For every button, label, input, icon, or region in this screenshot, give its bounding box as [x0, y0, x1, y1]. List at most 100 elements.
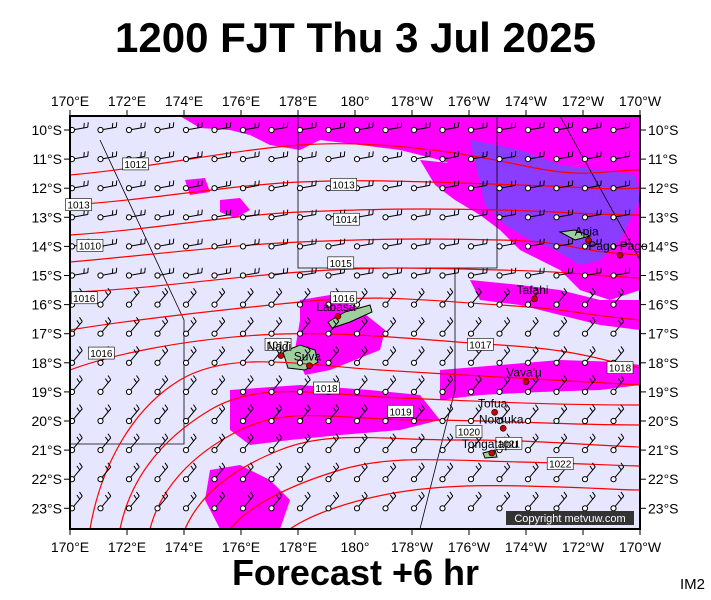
wind-barb: [268, 122, 289, 134]
wind-barb: [496, 375, 511, 395]
wind-barb: [581, 433, 596, 454]
wind-barb: [467, 238, 488, 250]
wind-barb: [553, 491, 568, 512]
svg-text:1015: 1015: [330, 259, 353, 270]
lat-label-left: 10°S: [31, 122, 62, 138]
wind-barb: [182, 122, 203, 134]
lat-label-right: 15°S: [648, 268, 679, 284]
wind-barb: [410, 267, 431, 279]
isobar-label: 1013: [330, 177, 357, 191]
wind-barb: [154, 433, 169, 454]
wind-barb: [353, 317, 368, 337]
wind-barb: [610, 375, 625, 395]
wind-barb: [268, 491, 283, 512]
lon-label-bottom: 174°W: [505, 539, 548, 555]
wind-barb: [410, 180, 431, 192]
lat-label-left: 11°S: [33, 151, 62, 167]
image-code: IM2: [679, 576, 705, 593]
wind-barb: [439, 433, 454, 454]
wind-barb: [239, 267, 260, 279]
wind-barb: [211, 151, 232, 163]
wind-barb: [296, 287, 311, 308]
wind-barb: [524, 375, 539, 395]
wind-barb: [125, 462, 140, 483]
lat-label-left: 16°S: [31, 297, 62, 313]
upolu: [558, 229, 592, 241]
wind-barb: [439, 238, 460, 250]
wind-barb: [610, 491, 625, 512]
lat-labels-right: 10°S 11°S 12°S 13°S 14°S 15°S 16°S 17°S 18°S 19°S…: [648, 122, 679, 516]
wind-barb: [125, 346, 140, 366]
wind-barb: [70, 346, 83, 366]
wind-barb: [125, 375, 140, 395]
wind-barb: [325, 267, 346, 279]
wind-barb: [182, 209, 203, 221]
wind-barb: [154, 375, 169, 395]
wind-barb: [496, 317, 511, 337]
wind-barb: [524, 433, 539, 454]
wind-barb: [581, 267, 602, 279]
wind-barb: [268, 238, 289, 250]
place-tongatapu: Tongatapu: [462, 437, 518, 457]
wind-barb: [496, 462, 511, 483]
lon-label-top: 178°W: [391, 93, 434, 109]
lat-label-right: 12°S: [648, 180, 679, 196]
wind-barb: [296, 375, 311, 395]
rain-area-southwest: [230, 385, 440, 445]
axis-ticks: [64, 110, 646, 535]
wind-barb: [182, 375, 197, 395]
lon-label-top: 170°E: [51, 93, 89, 109]
wind-barb: [182, 317, 197, 337]
wind-barb: [182, 180, 203, 192]
place-label: Nomuka: [479, 412, 524, 426]
wind-barb: [325, 238, 346, 250]
wind-barb: [410, 317, 425, 337]
place-label: Apia: [575, 225, 599, 239]
wind-barb: [581, 151, 602, 163]
lat-label-right: 17°S: [648, 326, 679, 342]
wind-barb: [467, 180, 488, 192]
wind-barb: [239, 346, 254, 366]
svg-text:1022: 1022: [549, 460, 572, 471]
isobar-label: 1017: [467, 338, 494, 351]
wind-barb: [610, 462, 625, 483]
svg-text:1014: 1014: [335, 215, 358, 226]
wind-barb: [296, 462, 311, 483]
wind-barb: [496, 267, 517, 279]
wind-barb: [610, 317, 625, 337]
wind-barb: [382, 433, 397, 454]
svg-text:1013: 1013: [332, 180, 355, 191]
wind-barb: [353, 375, 368, 395]
wind-barb: [154, 346, 169, 366]
lon-label-bottom: 170°E: [51, 539, 89, 555]
wind-barb: [296, 317, 311, 337]
wind-barb: [496, 346, 511, 366]
wind-barb: [154, 317, 169, 337]
wind-barb: [439, 267, 460, 279]
wind-barb: [581, 287, 596, 308]
isobar-labels: 1012 1013 1013 1014 1010 1015 1016 1016 1016 1017…: [65, 157, 634, 471]
wind-barb: [553, 317, 568, 337]
svg-text:1019: 1019: [389, 407, 412, 418]
wind-barb: [382, 151, 403, 163]
wind-barb: [239, 433, 254, 454]
wind-barb: [125, 404, 140, 425]
wind-barb: [524, 151, 545, 163]
wind-barb: [353, 462, 368, 483]
place-dot: [491, 408, 498, 416]
wind-barb: [581, 346, 596, 366]
wind-barb: [296, 404, 311, 425]
wind-barb: [182, 267, 203, 279]
wind-barb: [524, 238, 545, 250]
wind-barb: [70, 462, 83, 483]
lat-label-left: 13°S: [31, 209, 62, 225]
wind-barb: [97, 267, 118, 279]
lon-label-bottom: 178°E: [279, 539, 317, 555]
wind-barb: [382, 267, 403, 279]
lat-label-right: 13°S: [648, 209, 679, 225]
isobar-label: 1013: [65, 198, 92, 212]
wind-barb: [70, 491, 83, 512]
wind-barb: [496, 287, 511, 308]
lat-label-left: 23°S: [31, 500, 62, 516]
